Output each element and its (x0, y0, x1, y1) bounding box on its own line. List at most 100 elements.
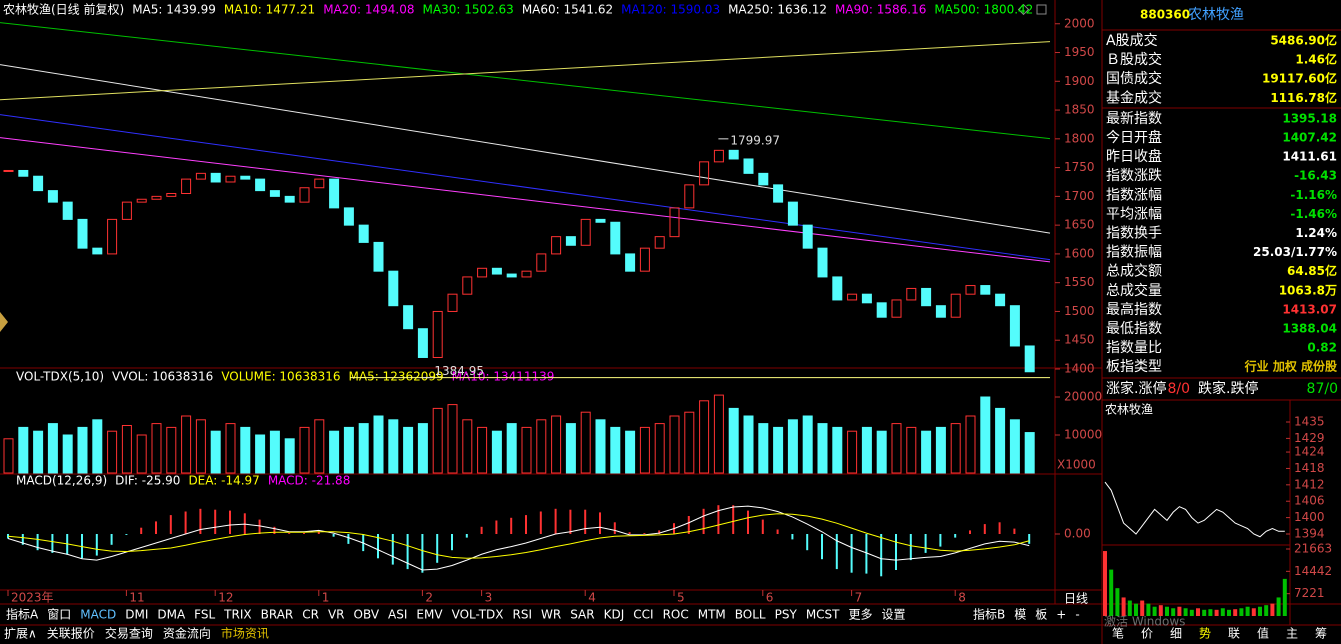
indicator-tab[interactable]: KDJ (604, 608, 625, 622)
row-label: 指数换手 (1106, 225, 1162, 242)
volume-bar (151, 423, 162, 474)
candle (432, 310, 443, 358)
row-label: 昨日收盘 (1106, 148, 1162, 165)
candle (684, 184, 695, 209)
side-tab[interactable] (0, 312, 8, 332)
row-label: 国债成交 (1106, 70, 1162, 87)
volume-bar (713, 394, 724, 474)
indicator-tab[interactable]: PSY (775, 608, 798, 622)
candle (950, 293, 961, 318)
bottom-tab[interactable]: 资金流向 (163, 626, 211, 641)
candle (551, 236, 562, 255)
indicator-tab[interactable]: BOLL (735, 608, 766, 622)
candle (832, 276, 843, 301)
y-tick-label: 1406 (1294, 494, 1325, 508)
indicator-tab[interactable]: 模 (1014, 608, 1026, 622)
date-label: 12 (218, 591, 233, 605)
indicator-tab[interactable]: 设置 (882, 608, 906, 622)
volume-bar (388, 419, 399, 474)
candle (891, 299, 902, 318)
indicator-tab[interactable]: ASI (388, 608, 407, 622)
indicator-tab[interactable]: CCI (633, 608, 653, 622)
side-tab[interactable]: 联 (1228, 627, 1240, 641)
mini-volume-bar (1196, 608, 1200, 616)
indicator-tab[interactable]: CR (302, 608, 319, 622)
side-tab[interactable]: 主 (1286, 627, 1298, 641)
mini-price-line (1104, 481, 1285, 538)
indicator-tab[interactable]: BRAR (261, 608, 294, 622)
candle (417, 328, 428, 358)
indicator-tab[interactable]: SAR (570, 608, 594, 622)
indicator-tab[interactable]: - (1075, 608, 1079, 622)
indicator-tab[interactable]: ROC (663, 608, 689, 622)
volume-bar (743, 415, 754, 474)
candle (921, 287, 932, 307)
indicator-tab[interactable]: 更多 (849, 608, 873, 622)
period-tab[interactable]: 日线 (1064, 592, 1088, 606)
candle (610, 221, 621, 255)
volume-bar (506, 423, 517, 474)
volume-bar (447, 404, 458, 474)
side-tab[interactable]: 筹 (1315, 627, 1327, 641)
bottom-tab[interactable]: 关联报价 (47, 626, 95, 641)
candle (299, 187, 310, 203)
indicator-tab[interactable]: DMA (157, 608, 186, 622)
indicator-tab[interactable]: WR (541, 608, 561, 622)
indicator-tab[interactable]: 指标B (973, 607, 1005, 622)
indicator-tab[interactable]: MACD (80, 608, 116, 622)
icon[interactable] (1017, 3, 1030, 16)
indicator-tab[interactable]: VOL-TDX (452, 608, 504, 622)
candle (181, 178, 192, 194)
indicator-tab[interactable]: 窗口 (47, 608, 71, 622)
icon[interactable] (1036, 4, 1047, 15)
side-tab[interactable]: 笔 (1112, 626, 1124, 641)
volume-bar (521, 426, 532, 474)
indicator-tab[interactable]: 板 (1035, 608, 1047, 622)
volume-bar (299, 426, 310, 474)
side-tab[interactable]: 势 (1199, 627, 1211, 641)
bottom-tab[interactable]: 扩展∧ (4, 627, 37, 641)
mini-volume-bar (1158, 605, 1163, 616)
indicator-tab[interactable]: MTM (698, 608, 726, 622)
candle (728, 149, 739, 160)
indicator-tab[interactable]: RSI (513, 608, 533, 622)
indicator-tab[interactable]: TRIX (223, 608, 251, 622)
indicator-tab[interactable]: OBV (354, 608, 380, 622)
bottom-tab[interactable]: 交易查询 (105, 626, 153, 641)
volume-bar (891, 423, 902, 474)
side-tab[interactable]: 值 (1257, 626, 1269, 641)
y-tick-label: 1412 (1294, 477, 1325, 491)
volume-bar (787, 419, 798, 474)
volume-bar (995, 407, 1006, 474)
indicator-tab[interactable]: FSL (194, 608, 215, 622)
row-value: 25.03/1.77% (1253, 245, 1337, 259)
volume-bar (595, 419, 606, 474)
row-label: A股成交 (1106, 32, 1158, 49)
indicator-tab[interactable]: VR (328, 608, 345, 622)
volume-bar (284, 438, 295, 474)
indicator-tab[interactable]: MCST (806, 608, 840, 622)
bottom-tab[interactable]: 市场资讯 (221, 626, 269, 641)
volume-bar (166, 426, 177, 474)
side-tab[interactable]: 细 (1170, 627, 1182, 641)
row-label: 最新指数 (1106, 111, 1162, 127)
indicator-tab[interactable]: + (1056, 608, 1066, 622)
volume-bar (47, 423, 58, 474)
volume-bar (477, 426, 488, 474)
extreme-label: 1799.97 (730, 133, 780, 147)
volume-bar (965, 415, 976, 474)
mini-volume-bar (1239, 608, 1244, 616)
mini-volume-bar (1146, 603, 1151, 616)
indicator-tab[interactable]: 指标A (6, 607, 39, 622)
indicator-tab[interactable]: DMI (125, 608, 148, 622)
date-label: 2 (425, 591, 433, 605)
volume-bar (210, 430, 221, 474)
candle (787, 201, 798, 226)
row-value: 1116.78亿 (1270, 90, 1337, 105)
indicator-tab[interactable]: EMV (416, 608, 443, 622)
mini-volume-bar (1276, 597, 1281, 616)
y-tick-label: 1394 (1294, 527, 1325, 541)
side-tab[interactable]: 价 (1141, 627, 1153, 641)
volume-bar (18, 426, 29, 474)
row-value: 1.24% (1295, 226, 1337, 240)
